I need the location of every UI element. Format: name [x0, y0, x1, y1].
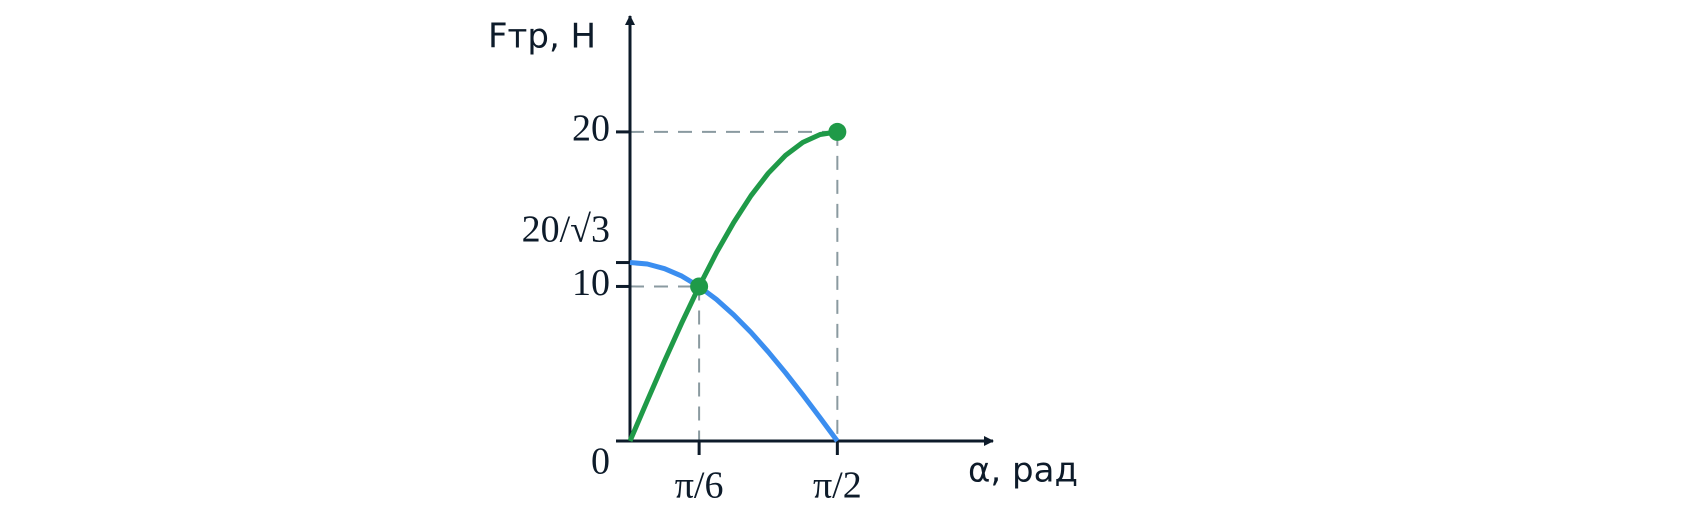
- x-axis-label: α, рад: [968, 451, 1078, 491]
- y-axis-label: Fтр, Н: [488, 17, 596, 57]
- curve: [629, 260, 840, 443]
- x-tick-label: π/6: [675, 465, 724, 507]
- y-tick-label: 0: [591, 441, 610, 483]
- x-tick-label: π/2: [813, 465, 862, 507]
- point: [690, 277, 709, 296]
- y-tick-label: 20/√3: [522, 208, 610, 250]
- curve: [627, 129, 838, 442]
- y-tick-label: 10: [572, 262, 610, 304]
- point: [828, 122, 847, 141]
- y-tick-label: 20: [572, 108, 610, 150]
